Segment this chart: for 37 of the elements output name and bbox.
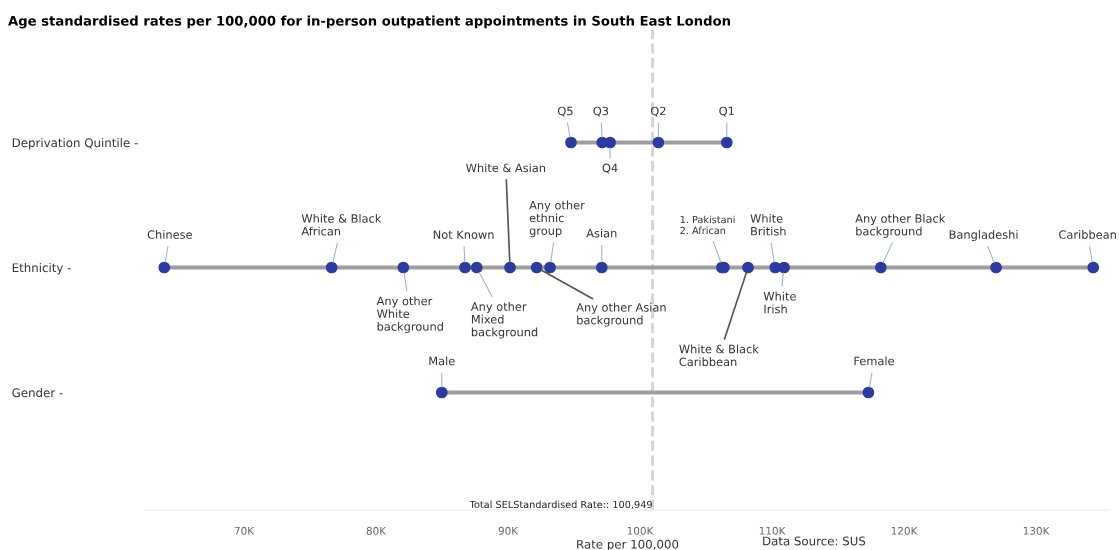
source-note: Data Source: SUS [763,536,866,546]
annotation: Any other Black background [855,213,946,238]
annotation: 1. Pakistani 2. African [680,215,735,235]
annotation: Q4 [602,163,618,174]
annotation: Asian [586,228,617,238]
annotation: Bangladeshi [949,230,1018,242]
annotation: White & Black Caribbean [679,344,759,367]
x-tick-label: 110K [759,526,786,535]
annotation: White & Asian [466,163,546,173]
annotation: Female [854,356,894,366]
annotation: Male [429,356,455,366]
y-tick-label: Deprivation Quintile - [12,138,138,150]
annotation: Caribbean [1059,230,1116,239]
annotation: Any other Mixed background [470,302,538,339]
annotation: Any other White background [376,296,443,333]
annotation: Any other Asian background [576,302,666,327]
x-tick-label: 90K [498,526,519,535]
chart-title: Age standardised rates per 100,000 for in-person outpatient appointments in South East London [8,15,731,29]
annotation: Q2 [650,106,666,117]
annotation: Q3 [593,106,609,117]
annotation: White British [750,213,786,236]
annotation: Chinese [147,230,192,239]
annotation: White & Black African [301,213,382,236]
x-tick-label: 100K [627,526,654,535]
x-tick-label: 70K [234,526,255,535]
y-tick-label: Ethnicity - [12,263,71,275]
annotation: Q1 [719,106,734,117]
x-tick-label: 120K [891,526,918,535]
x-tick-label: 80K [366,526,387,535]
x-tick-label: 130K [1023,526,1050,535]
x-axis-title: Rate per 100,000 [577,539,679,550]
y-tick-label: Gender - [12,388,63,398]
ref-line-label: Total SELStandardised Rate:: 100,949 [469,500,652,510]
annotation: Any other ethnic group [529,200,585,238]
annotation: Not Known [433,230,494,239]
annotation: White Irish [763,291,796,314]
annotation: Q5 [557,106,573,117]
